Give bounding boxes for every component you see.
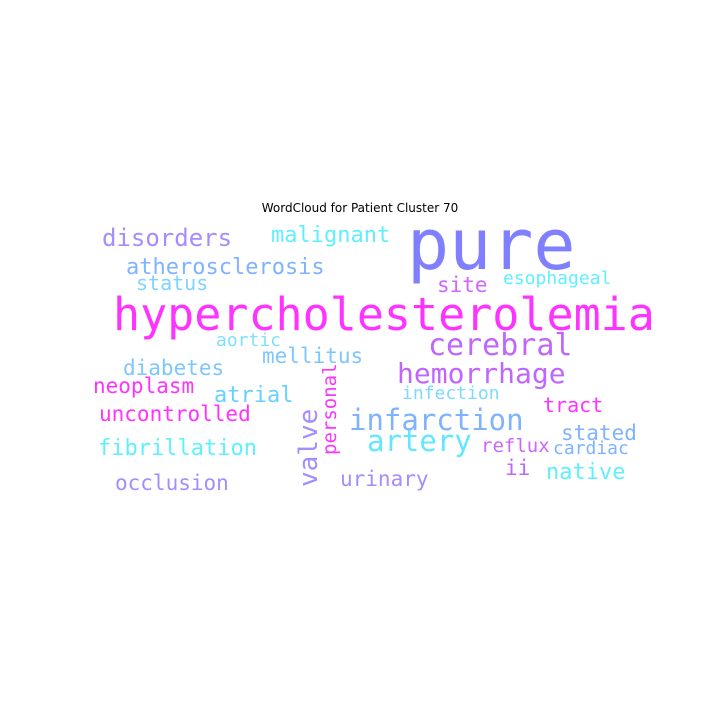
word-pure: pure xyxy=(407,204,576,286)
word-malignant: malignant xyxy=(271,223,390,248)
word-site: site xyxy=(437,273,488,297)
chart-title: WordCloud for Patient Cluster 70 xyxy=(261,201,459,215)
word-atherosclerosis: atherosclerosis xyxy=(126,255,325,280)
word-urinary: urinary xyxy=(340,467,429,491)
word-hemorrhage: hemorrhage xyxy=(397,357,566,390)
word-native: native xyxy=(546,460,625,485)
word-cerebral: cerebral xyxy=(428,328,573,363)
word-status: status xyxy=(136,271,208,295)
word-atrial: atrial xyxy=(214,383,293,408)
word-neoplasm: neoplasm xyxy=(93,374,194,398)
word-aortic: aortic xyxy=(216,330,281,351)
word-personal: personal xyxy=(319,363,341,455)
word-stated: stated xyxy=(561,421,637,445)
word-artery: artery xyxy=(367,424,472,458)
word-infarction: infarction xyxy=(349,403,524,437)
word-cardiac: cardiac xyxy=(553,438,629,459)
word-occlusion: occlusion xyxy=(115,471,229,495)
word-infection: infection xyxy=(402,383,500,404)
word-hypercholesterolemia: hypercholesterolemia xyxy=(113,288,655,341)
word-disorders: disorders xyxy=(102,224,232,252)
word-valve: valve xyxy=(294,409,324,487)
word-mellitus: mellitus xyxy=(262,344,363,368)
word-tract: tract xyxy=(543,393,603,417)
word-ii: ii xyxy=(505,456,530,480)
word-diabetes: diabetes xyxy=(123,356,224,380)
word-fibrillation: fibrillation xyxy=(98,436,257,461)
word-reflux: reflux xyxy=(481,435,550,457)
word-esophageal: esophageal xyxy=(503,268,611,289)
word-uncontrolled: uncontrolled xyxy=(99,402,251,426)
